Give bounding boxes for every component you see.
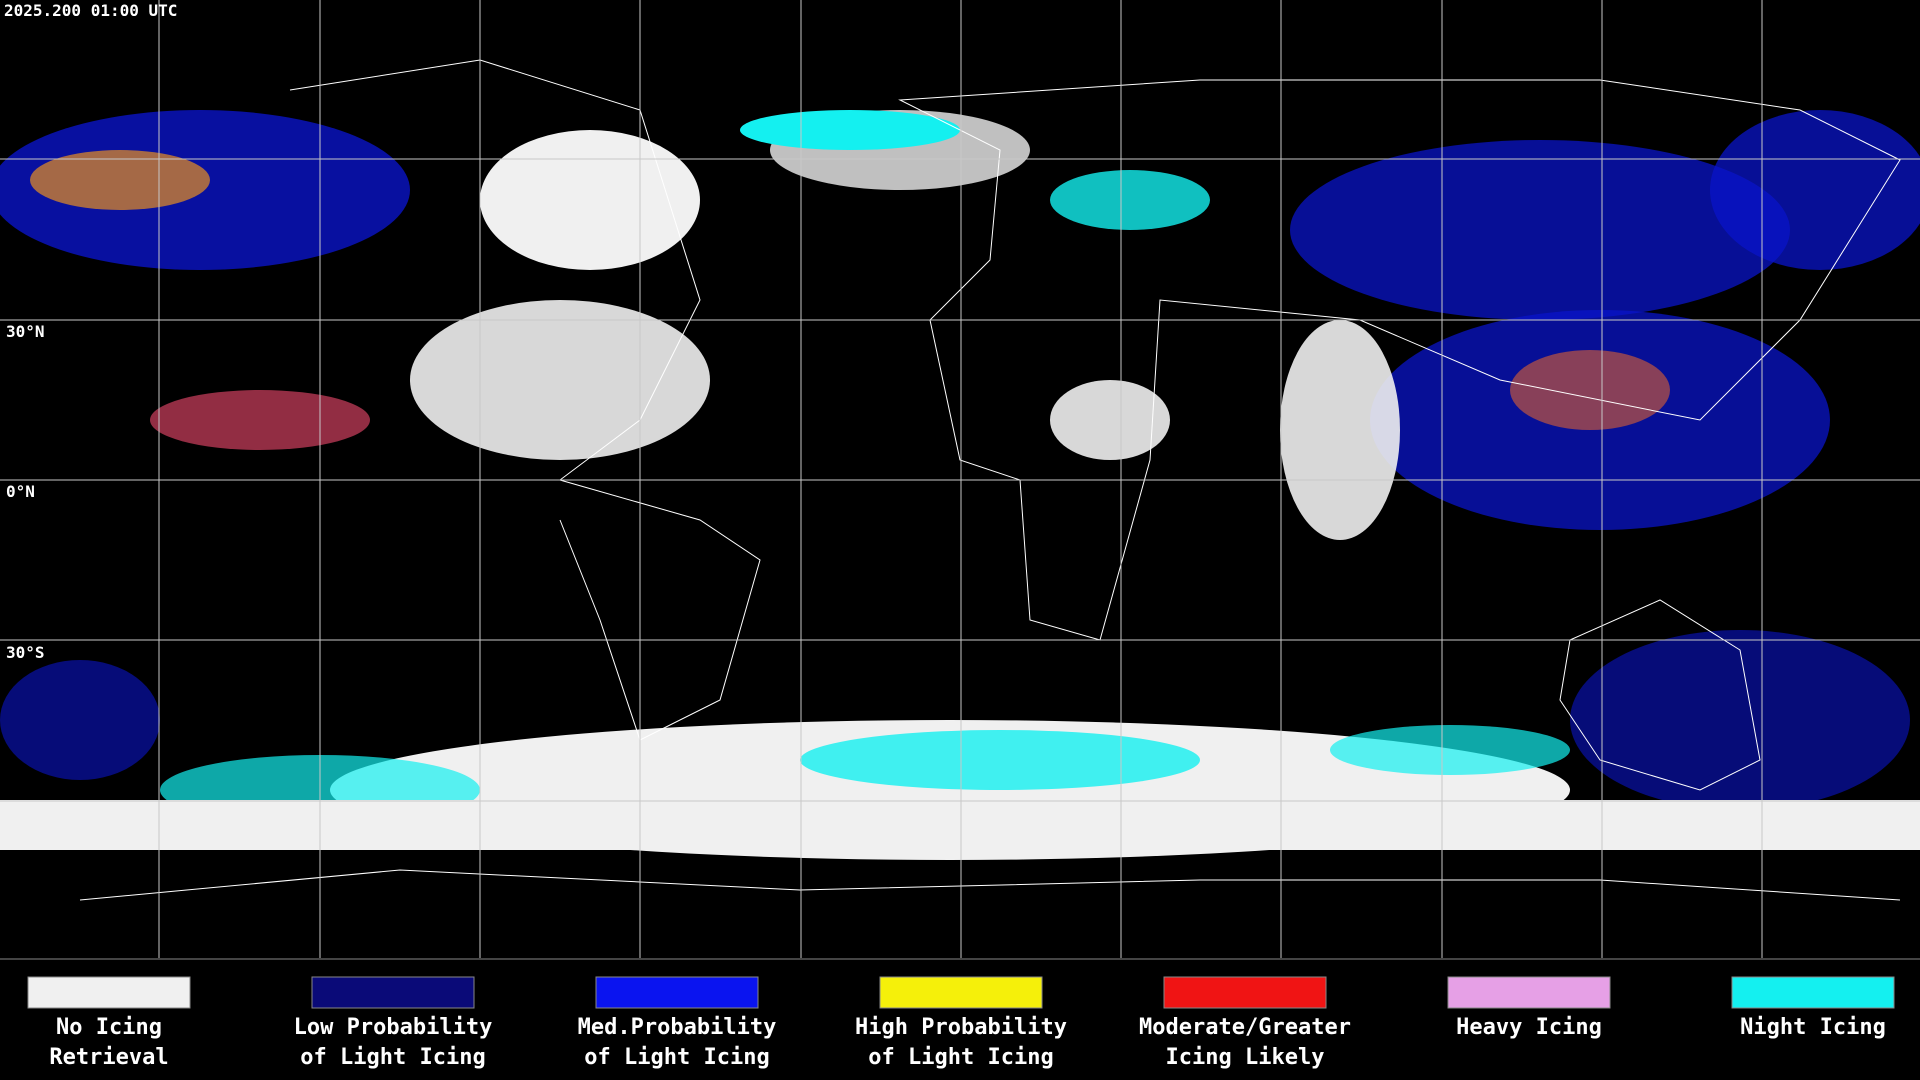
coastline	[1559, 599, 1761, 791]
cloud-region	[1280, 320, 1400, 540]
cloud-region	[480, 130, 700, 270]
legend-label: Heavy Icing	[1456, 1015, 1602, 1040]
legend-label: Moderate/Greater	[1139, 1015, 1351, 1040]
legend-swatch	[1163, 976, 1327, 1009]
legend-swatch	[879, 976, 1043, 1009]
cloud-region	[410, 300, 710, 460]
night-region	[1330, 725, 1570, 775]
legend-swatch	[1447, 976, 1611, 1009]
icing-region	[1570, 630, 1910, 810]
icing-region	[1710, 110, 1920, 270]
cloud-layer	[0, 110, 1920, 860]
icing-region	[1290, 140, 1790, 320]
latitude-label: 30°S	[6, 643, 45, 662]
legend-label: of Light Icing	[868, 1045, 1053, 1070]
cloud-region	[1050, 380, 1170, 460]
latitude-label: 30°N	[6, 322, 45, 341]
icing-region	[1510, 350, 1670, 430]
legend-swatch	[27, 976, 191, 1009]
legend-label: Retrieval	[49, 1045, 168, 1070]
legend-label: High Probability	[855, 1015, 1067, 1040]
night-region	[740, 110, 960, 150]
legend-swatch	[311, 976, 475, 1009]
icing-region	[0, 660, 160, 780]
cloud-region	[0, 800, 1920, 850]
legend-label: of Light Icing	[584, 1045, 769, 1070]
legend-label: Med.Probability	[578, 1015, 777, 1040]
legend-swatch	[1731, 976, 1895, 1009]
icing-region	[30, 150, 210, 210]
legend-swatch	[595, 976, 759, 1009]
legend-label: No Icing	[56, 1015, 162, 1040]
icing-region	[150, 390, 370, 450]
icing-region	[0, 110, 410, 270]
timestamp: 2025.200 01:00 UTC	[4, 1, 177, 20]
legend-label: Icing Likely	[1166, 1045, 1325, 1070]
night-region	[1050, 170, 1210, 230]
legend-label: Night Icing	[1740, 1015, 1886, 1040]
night-region	[800, 730, 1200, 790]
latitude-label: 0°N	[6, 482, 35, 501]
legend-label: Low Probability	[294, 1015, 493, 1040]
coastline	[289, 59, 761, 741]
graticule	[0, 0, 1920, 960]
legend: No Icing Retrieval Low Probability of Light…	[27, 976, 1895, 1070]
coastline	[79, 869, 1901, 901]
legend-label: of Light Icing	[300, 1045, 485, 1070]
